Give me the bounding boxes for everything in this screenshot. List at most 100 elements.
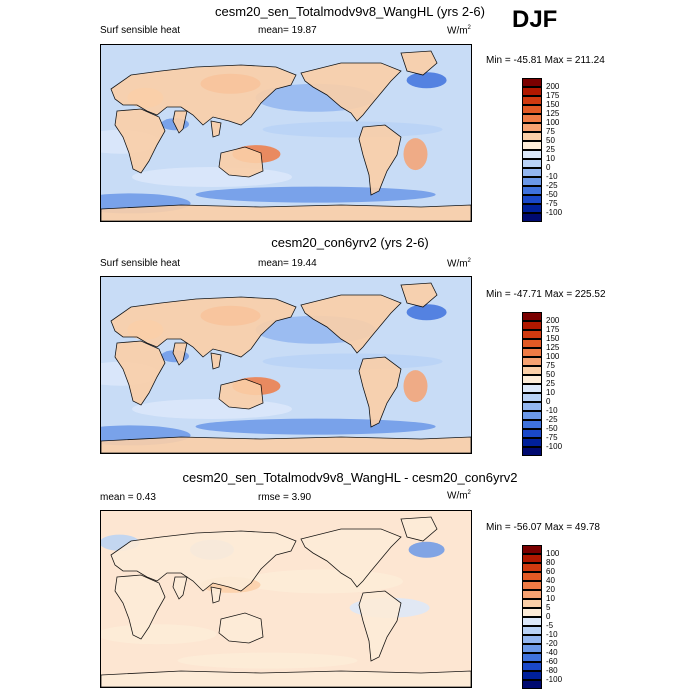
colorbar-tick-label: -10 (546, 172, 558, 181)
colorbar-tick-label: -40 (546, 648, 558, 657)
colorbar-swatch (522, 429, 542, 438)
colorbar-swatch (522, 357, 542, 366)
continent-se-asia (210, 352, 222, 370)
colorbar-tick-label: 5 (546, 603, 551, 612)
panel-1-map (100, 44, 472, 222)
panel-2-units: W/m2 (447, 258, 471, 270)
colorbar-swatch (522, 330, 542, 339)
colorbar-swatch (522, 554, 542, 563)
colorbar-tick-label: -50 (546, 424, 558, 433)
colorbar-tick-label: 100 (546, 352, 560, 361)
colorbar-swatch (522, 105, 542, 114)
colorbar-swatch (522, 402, 542, 411)
continent-asia-europe (110, 296, 297, 358)
continent-north-america (300, 528, 402, 588)
colorbar-swatch (522, 159, 542, 168)
colorbar-swatch (522, 447, 542, 456)
season-label: DJF (512, 6, 558, 33)
colorbar-swatch (522, 671, 542, 680)
colorbar-swatch (522, 617, 542, 626)
colorbar-tick-label: 125 (546, 109, 560, 118)
panel-2-minmax: Min = -47.71 Max = 225.52 (486, 289, 606, 300)
colorbar-swatch (522, 348, 542, 357)
colorbar-tick-label: 50 (546, 370, 555, 379)
colorbar-swatch (522, 195, 542, 204)
colorbar-swatch (522, 635, 542, 644)
colorbar-swatch (522, 213, 542, 222)
continent-south-america (358, 356, 402, 428)
continent-greenland (400, 282, 438, 308)
map-field-region (262, 353, 443, 370)
colorbar-tick-label: 80 (546, 558, 555, 567)
colorbar-tick-label: 150 (546, 100, 560, 109)
map-field-region (132, 399, 292, 419)
colorbar-swatch (522, 644, 542, 653)
colorbar-swatch (522, 141, 542, 150)
continent-north-america (300, 62, 402, 122)
colorbar-swatch (522, 384, 542, 393)
colorbar-swatch (522, 545, 542, 554)
continent-australia (218, 378, 264, 410)
panel-1-units: W/m2 (447, 25, 471, 37)
colorbar-tick-label: 10 (546, 154, 555, 163)
colorbar-swatch (522, 87, 542, 96)
colorbar-swatch (522, 150, 542, 159)
colorbar-tick-label: 10 (546, 388, 555, 397)
colorbar-tick-label: 25 (546, 145, 555, 154)
panel-3-rmse-label: rmse = 3.90 (258, 492, 312, 503)
panel-2-variable-label: Surf sensible heat (100, 258, 181, 269)
panel-1-minmax: Min = -45.81 Max = 211.24 (486, 55, 605, 66)
colorbar-tick-label: 60 (546, 567, 555, 576)
colorbar-tick-label: 100 (546, 549, 560, 558)
continent-asia-europe (110, 64, 297, 126)
colorbar-tick-label: -100 (546, 208, 563, 217)
continent-africa (114, 574, 166, 640)
panel-2-map (100, 276, 472, 454)
colorbar-swatch (522, 581, 542, 590)
panel-2-title: cesm20_con6yrv2 (yrs 2-6) (271, 235, 429, 250)
colorbar-tick-label: 0 (546, 612, 551, 621)
map-field-region (403, 138, 428, 171)
colorbar-tick-label: 175 (546, 325, 560, 334)
panel-1-mean-label: mean= 19.87 (258, 25, 317, 36)
colorbar-tick-label: -100 (546, 675, 563, 684)
colorbar-swatch (522, 680, 542, 689)
map-field-region (408, 541, 445, 558)
panel-2-map-canvas (101, 277, 471, 453)
panel-1-map-canvas (101, 45, 471, 221)
colorbar-tick-label: 75 (546, 361, 555, 370)
colorbar-swatch (522, 123, 542, 132)
colorbar-tick-label: -80 (546, 666, 558, 675)
continent-se-asia (210, 586, 222, 604)
panel-3-units: W/m2 (447, 490, 471, 502)
continent-greenland (400, 50, 438, 76)
panel-3-title: cesm20_sen_Totalmodv9v8_WangHL - cesm20_… (182, 470, 518, 485)
colorbar-tick-label: 0 (546, 163, 551, 172)
continent-india (172, 576, 188, 600)
panel-3-map-canvas (101, 511, 471, 687)
colorbar-swatch (522, 321, 542, 330)
map-field-region (403, 370, 428, 403)
continent-south-america (358, 590, 402, 662)
colorbar-tick-label: 100 (546, 118, 560, 127)
colorbar-swatch (522, 339, 542, 348)
colorbar-tick-label: -5 (546, 621, 554, 630)
continent-africa (114, 108, 166, 174)
colorbar-tick-label: 200 (546, 316, 560, 325)
colorbar-tick-label: -10 (546, 406, 558, 415)
colorbar-tick-label: 20 (546, 585, 555, 594)
colorbar-tick-label: -20 (546, 639, 558, 648)
map-field-region (243, 569, 403, 594)
panel-3-minmax: Min = -56.07 Max = 49.78 (486, 522, 600, 533)
colorbar-swatch (522, 168, 542, 177)
colorbar-tick-label: 200 (546, 82, 560, 91)
colorbar-swatch (522, 653, 542, 662)
map-field-region (195, 418, 436, 435)
colorbar-swatch (522, 626, 542, 635)
colorbar-tick-label: 40 (546, 576, 555, 585)
continent-antarctica (101, 204, 471, 221)
colorbar-tick-label: 75 (546, 127, 555, 136)
colorbar-tick-label: -60 (546, 657, 558, 666)
colorbar-swatch (522, 438, 542, 447)
colorbar-tick-label: 175 (546, 91, 560, 100)
